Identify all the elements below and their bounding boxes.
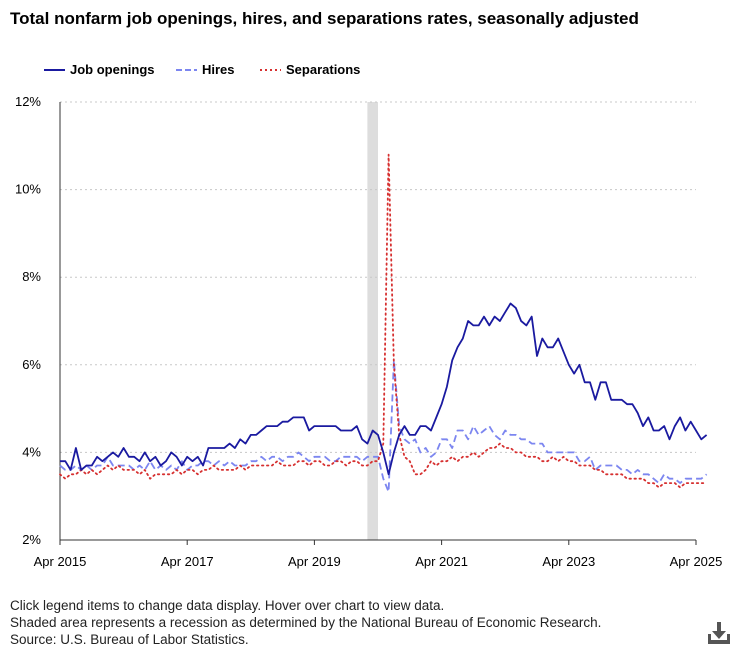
legend-label-separations: Separations (286, 62, 361, 77)
legend-swatch-job-openings (44, 69, 65, 71)
note-recession: Shaded area represents a recession as de… (10, 615, 602, 630)
x-tick-label: Apr 2019 (288, 554, 341, 569)
x-tick-label: Apr 2021 (415, 554, 468, 569)
y-tick-label: 6% (22, 357, 41, 372)
legend-swatch-hires (176, 69, 197, 71)
chart-notes: Click legend items to change data displa… (10, 597, 601, 648)
legend-item-job-openings[interactable]: Job openings (44, 60, 164, 80)
y-tick-label: 12% (15, 94, 41, 109)
note-interaction: Click legend items to change data displa… (10, 598, 445, 613)
series-line-separations (59, 153, 708, 489)
x-tick-label: Apr 2023 (542, 554, 595, 569)
series-line-job-openings (60, 302, 708, 476)
legend-item-hires[interactable]: Hires (176, 60, 246, 80)
line-chart[interactable]: 2% 4% 6% 8% 10% 12% Apr 2015 Apr 2017 Apr 2019 Ap… (0, 90, 751, 580)
recession-shading (367, 102, 378, 540)
y-tick-label: 4% (22, 444, 41, 459)
y-tick-label: 10% (15, 182, 41, 197)
series-line-hires (59, 359, 708, 493)
legend-label-hires: Hires (202, 62, 235, 77)
x-tick-label: Apr 2025 (670, 554, 723, 569)
legend-swatch-separations (260, 69, 281, 71)
legend-label-job-openings: Job openings (70, 62, 155, 77)
legend-item-separations[interactable]: Separations (260, 60, 370, 80)
chart-title: Total nonfarm job openings, hires, and s… (10, 9, 639, 28)
x-tick-label: Apr 2015 (34, 554, 87, 569)
y-tick-label: 2% (22, 532, 41, 547)
x-tick-label: Apr 2017 (161, 554, 214, 569)
note-source: Source: U.S. Bureau of Labor Statistics. (10, 632, 249, 647)
y-tick-label: 8% (22, 269, 41, 284)
download-icon[interactable] (705, 619, 733, 647)
